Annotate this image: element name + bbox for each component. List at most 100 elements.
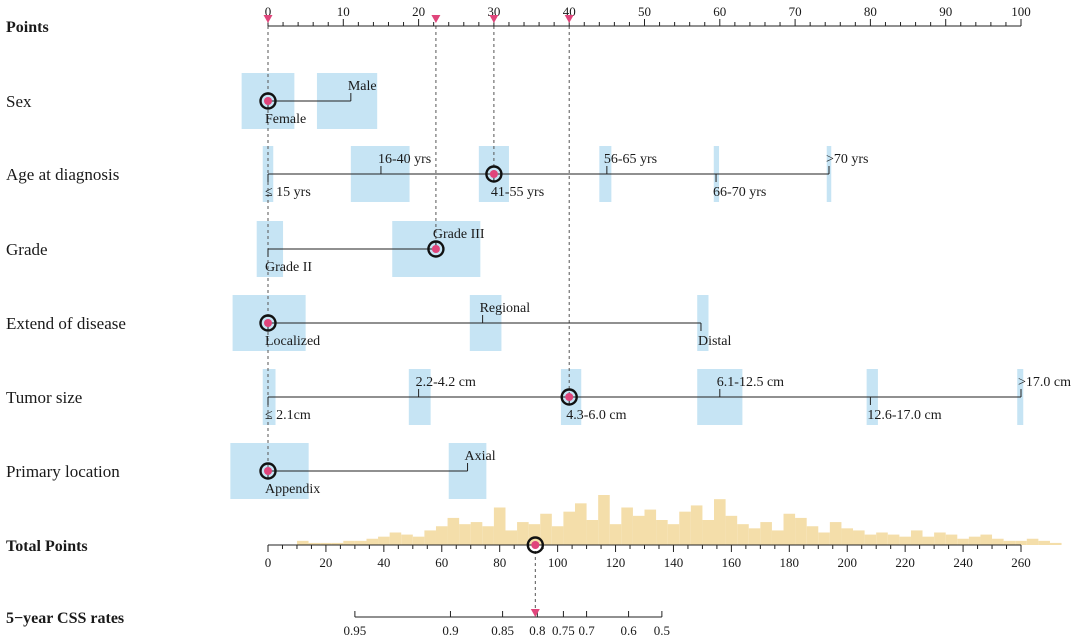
histogram-bar — [401, 534, 413, 545]
histogram-bar — [540, 513, 552, 545]
histogram-bar — [1038, 540, 1050, 545]
histogram-bar — [841, 528, 854, 545]
selected-marker-4-dot — [565, 393, 574, 401]
outcome-axis-label: 5−year CSS rates — [6, 610, 124, 627]
histogram-bar — [992, 538, 1004, 545]
level-label-4-3: 6.1-12.5 cm — [717, 375, 784, 390]
outcome-tick-label-2: 0.85 — [491, 623, 514, 638]
level-label-4-1: 2.2-4.2 cm — [416, 375, 476, 390]
total-tick-label-5: 100 — [548, 555, 568, 570]
histogram-bar — [667, 524, 680, 545]
level-label-4-5: >17.0 cm — [1018, 375, 1071, 390]
histogram-bar — [864, 534, 877, 545]
total-tick-label-3: 60 — [435, 555, 448, 570]
histogram-bar — [412, 536, 425, 545]
histogram-bar — [760, 522, 772, 545]
variable-label-2: Grade — [6, 240, 48, 259]
level-label-4-2: 4.3-6.0 cm — [566, 408, 626, 423]
histogram-bar — [656, 520, 668, 545]
selected-marker-0-dot — [264, 97, 272, 105]
histogram-bar — [910, 530, 923, 545]
histogram-bar — [1003, 540, 1016, 545]
total-tick-label-6: 120 — [606, 555, 626, 570]
variable-label-4: Tumor size — [6, 388, 82, 407]
variable-label-1: Age at diagnosis — [6, 165, 119, 184]
level-label-1-5: >70 yrs — [826, 152, 869, 167]
histogram-bar — [714, 499, 726, 545]
total-selected-marker-ring — [526, 536, 545, 554]
variable-label-3: Extend of disease — [6, 314, 126, 333]
histogram-bar — [378, 536, 390, 545]
selected-marker-0-ring — [259, 92, 277, 110]
histogram-bar — [435, 526, 448, 545]
points-tick-label-9: 90 — [939, 4, 952, 19]
histogram-bar — [737, 524, 749, 545]
points-tick-label-2: 20 — [412, 4, 425, 19]
histogram-bar — [320, 542, 332, 545]
selected-marker-1-ring — [485, 165, 503, 183]
histogram-bar — [447, 517, 460, 545]
selected-marker-2-dot — [431, 245, 440, 253]
histogram-bar — [968, 536, 981, 545]
level-label-1-4: 66-70 yrs — [713, 185, 766, 200]
histogram-bar — [528, 524, 541, 545]
histogram-bar — [725, 515, 738, 545]
histogram-bar — [308, 542, 321, 545]
variable-label-0: Sex — [6, 92, 32, 111]
histogram-bar — [296, 540, 309, 545]
histogram-bar — [806, 526, 819, 545]
level-label-2-0: Grade II — [265, 260, 312, 275]
level-label-1-1: 16-40 yrs — [378, 152, 431, 167]
histogram-bar — [563, 511, 575, 545]
variable-label-5: Primary location — [6, 462, 120, 481]
outcome-tick-label-0: 0.95 — [344, 623, 367, 638]
level-label-0-1: Male — [348, 79, 377, 94]
selected-marker-5-dot — [264, 467, 272, 475]
outcome-tick-label-3: 0.8 — [529, 623, 545, 638]
total-tick-label-8: 160 — [722, 555, 742, 570]
histogram-bar — [945, 534, 958, 545]
histogram-bar — [389, 532, 402, 545]
points-tick-label-6: 60 — [713, 4, 726, 19]
histogram-bar — [574, 503, 587, 545]
histogram-bar — [493, 507, 506, 545]
histogram-bar — [887, 534, 900, 545]
histogram-bar — [598, 495, 610, 545]
histogram-bar — [586, 520, 599, 545]
histogram-bar — [702, 520, 715, 545]
points-marker-triangle-0 — [263, 15, 273, 23]
total-points-label: Total Points — [6, 538, 88, 555]
histogram-bar — [771, 530, 784, 545]
selected-marker-2-ring — [427, 240, 445, 258]
histogram-bar — [366, 538, 379, 545]
selected-marker-3-dot — [264, 319, 272, 327]
outcome-tick-label-6: 0.6 — [620, 623, 637, 638]
points-tick-label-7: 70 — [789, 4, 802, 19]
histogram-bar — [980, 534, 993, 545]
histogram-bar — [1015, 540, 1027, 545]
histogram-bar — [517, 522, 529, 545]
outcome-tick-label-5: 0.7 — [578, 623, 595, 638]
histogram-bar — [899, 536, 911, 545]
histogram-bar — [853, 530, 865, 545]
histogram-bar — [644, 509, 657, 545]
histogram-bar — [551, 526, 564, 545]
points-marker-triangle-1 — [431, 15, 441, 23]
points-marker-triangle-2 — [489, 15, 499, 23]
outcome-tick-label-1: 0.9 — [442, 623, 458, 638]
histogram-bar — [343, 540, 355, 545]
level-label-1-2: 41-55 yrs — [491, 185, 544, 200]
points-axis-label: Points — [6, 19, 49, 36]
selected-marker-3-ring — [259, 314, 277, 332]
selected-marker-4-ring — [560, 388, 578, 406]
level-label-0-0: Female — [265, 112, 306, 127]
selected-marker-5-ring — [259, 462, 277, 480]
histogram-bar — [829, 522, 842, 545]
points-tick-label-1: 10 — [337, 4, 350, 19]
histogram-bar — [818, 532, 830, 545]
points-tick-label-5: 50 — [638, 4, 651, 19]
histogram-bar — [331, 542, 344, 545]
histogram-bar — [957, 538, 969, 545]
level-label-5-0: Appendix — [265, 482, 320, 497]
